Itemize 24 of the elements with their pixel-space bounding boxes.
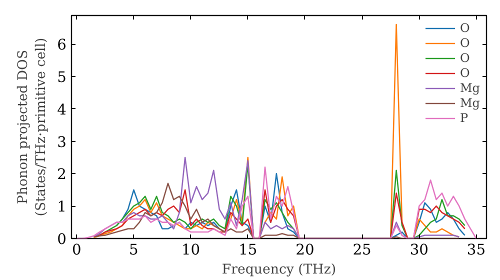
legend-label: O <box>460 36 471 50</box>
legend-label: O <box>460 66 471 80</box>
y-axis-title: Phonon projected DOS (States/THz·primitive cell) <box>16 38 50 216</box>
y-tick-label: 3 <box>57 134 67 151</box>
x-tick-label: 25 <box>352 242 372 258</box>
y-tick-label: 6 <box>57 36 67 54</box>
y-tick-label: 4 <box>57 101 67 118</box>
x-tick-label: 0 <box>72 242 82 258</box>
legend-label: Mg <box>460 96 480 110</box>
x-tick-label: 5 <box>129 242 138 258</box>
x-tick-label: 30 <box>410 242 428 258</box>
x-tick-label: 20 <box>296 242 314 258</box>
y-tick-label: 0 <box>57 231 67 248</box>
legend-label: O <box>460 51 471 65</box>
x-tick-label: 35 <box>466 242 486 258</box>
y-tick-label: 5 <box>57 68 67 86</box>
y-tick-label: 1 <box>57 198 67 216</box>
x-tick-label: 10 <box>181 242 200 258</box>
legend-label: P <box>460 111 470 125</box>
y-tick-label: 2 <box>57 166 67 184</box>
legend-label: O <box>460 21 471 35</box>
x-axis-title: Frequency (THz) <box>222 262 336 278</box>
x-tick-label: 15 <box>238 242 258 258</box>
legend-label: Mg <box>460 81 480 95</box>
